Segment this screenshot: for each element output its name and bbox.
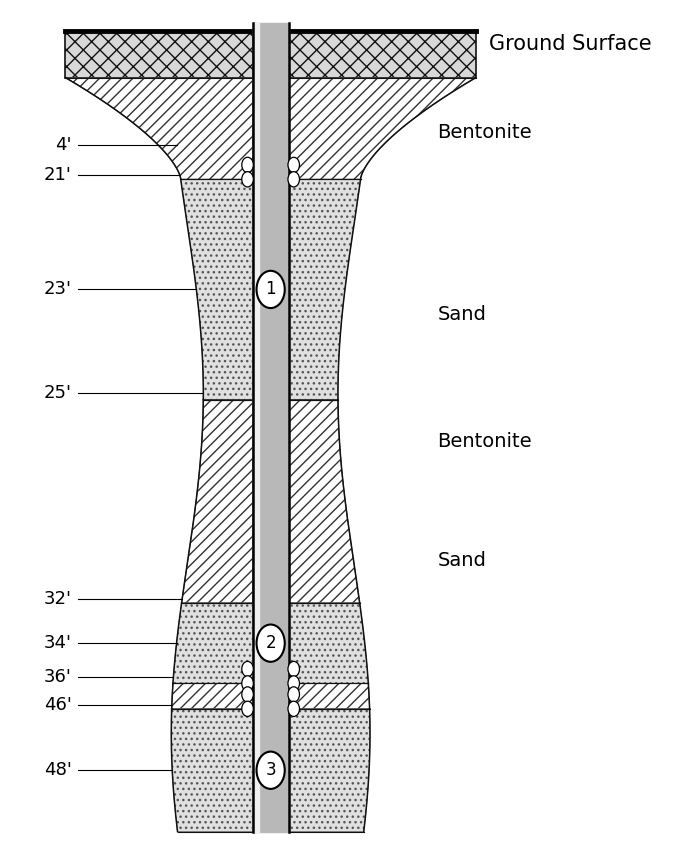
Ellipse shape xyxy=(242,687,254,702)
Text: 21': 21' xyxy=(44,166,72,184)
Ellipse shape xyxy=(242,701,254,717)
Polygon shape xyxy=(288,709,370,831)
Text: Ground Surface: Ground Surface xyxy=(489,34,651,54)
Circle shape xyxy=(256,271,285,308)
Text: 3: 3 xyxy=(265,762,276,779)
Text: Sand: Sand xyxy=(437,305,486,325)
Text: 25': 25' xyxy=(44,384,72,402)
Ellipse shape xyxy=(242,157,254,173)
Text: 23': 23' xyxy=(44,280,72,298)
Polygon shape xyxy=(288,683,370,709)
Text: 1: 1 xyxy=(265,280,276,298)
Ellipse shape xyxy=(288,701,299,717)
Ellipse shape xyxy=(288,676,299,691)
Polygon shape xyxy=(288,179,360,400)
Text: 46': 46' xyxy=(44,695,72,714)
Polygon shape xyxy=(65,31,253,77)
Ellipse shape xyxy=(242,661,254,677)
Circle shape xyxy=(256,625,285,662)
Polygon shape xyxy=(65,77,253,179)
Text: 34': 34' xyxy=(44,634,72,652)
Polygon shape xyxy=(288,31,476,77)
Ellipse shape xyxy=(242,676,254,691)
Text: 32': 32' xyxy=(44,590,72,608)
Ellipse shape xyxy=(288,172,299,187)
Polygon shape xyxy=(181,179,253,400)
Text: Bentonite: Bentonite xyxy=(437,433,532,451)
Text: 48': 48' xyxy=(44,762,72,779)
Ellipse shape xyxy=(242,172,254,187)
Polygon shape xyxy=(182,400,253,603)
Polygon shape xyxy=(171,683,253,709)
Circle shape xyxy=(256,751,285,789)
Polygon shape xyxy=(288,603,369,683)
Text: 36': 36' xyxy=(44,667,72,686)
Text: Sand: Sand xyxy=(437,551,486,570)
Text: 4': 4' xyxy=(55,136,72,155)
Polygon shape xyxy=(171,709,253,831)
Text: 2: 2 xyxy=(265,634,276,652)
Text: Bentonite: Bentonite xyxy=(437,123,532,142)
Polygon shape xyxy=(288,400,360,603)
Polygon shape xyxy=(288,77,476,179)
Ellipse shape xyxy=(288,157,299,173)
Ellipse shape xyxy=(288,687,299,702)
Polygon shape xyxy=(173,603,253,683)
Ellipse shape xyxy=(288,661,299,677)
